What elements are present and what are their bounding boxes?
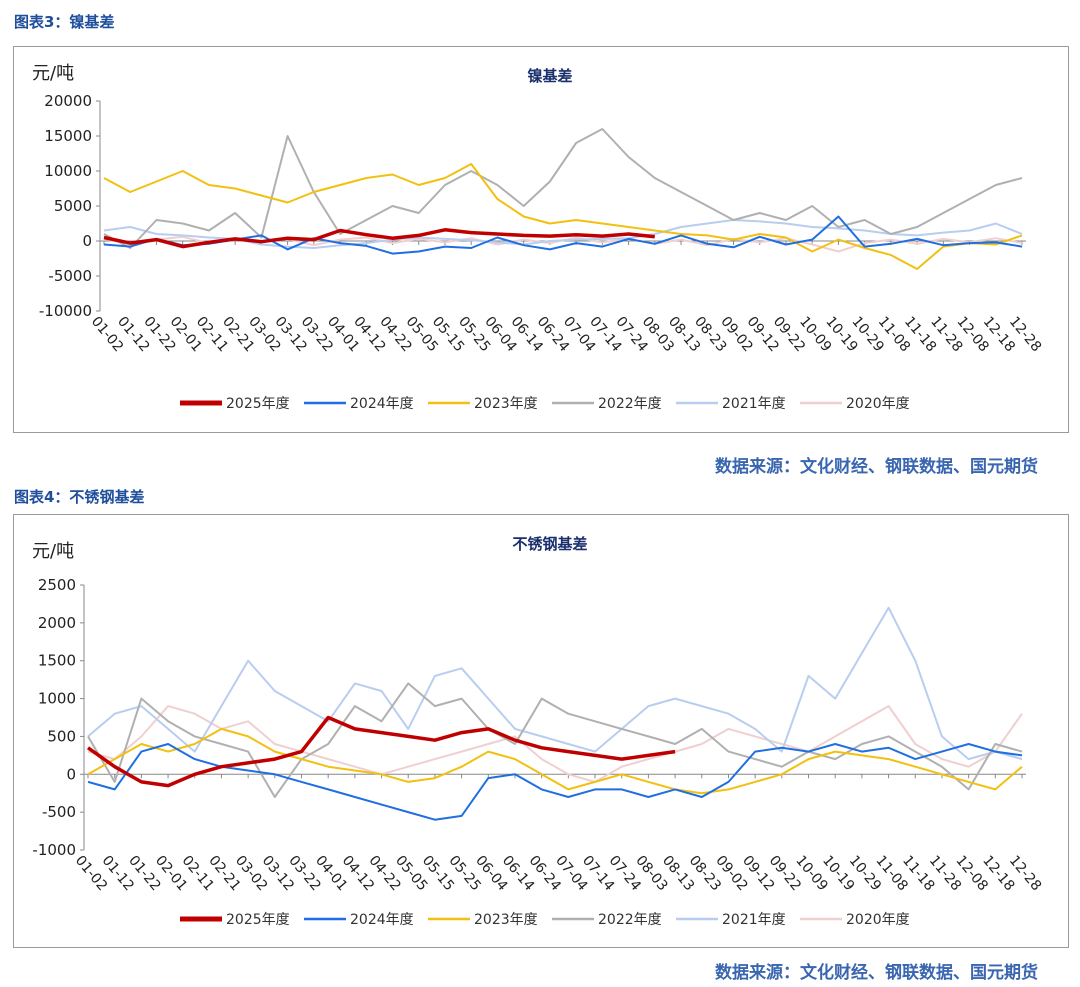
series-line-2024 [87,743,1023,821]
figure4-caption: 图表4：不锈钢基差 [14,488,145,506]
legend-label: 2021年度 [722,396,786,412]
y-tick-label: 0 [66,765,76,783]
y-tick-label: 10000 [44,162,92,180]
series-line-2025 [103,228,655,249]
y-tick-label: 0 [82,232,92,250]
legend-label: 2025年度 [226,396,290,412]
chart-title: 不锈钢基差 [512,535,588,553]
legend-label: 2025年度 [226,912,290,928]
nickel-basis-chart: 元/吨 镍基差 20000 15000 10000 5000 0 -5000 -10000 0… [13,46,1069,433]
legend-label: 2022年度 [598,396,662,412]
series-line-2023 [103,163,1023,270]
stainless-basis-chart: 元/吨 不锈钢基差 2500 2000 1500 1000 500 0 -500 -1000 0… [13,514,1069,948]
legend-label: 2024年度 [350,396,414,412]
figure4-source: 数据来源：文化财经、钢联数据、国元期货 [715,963,1038,983]
series-line-2020 [87,705,1023,783]
y-tick-label: 15000 [44,127,92,145]
stainless-basis-plot: 25002000150010005000-500-100001-0201-120… [32,576,1044,928]
legend-label: 2022年度 [598,912,662,928]
y-tick-label: 2000 [38,614,76,632]
series-line-2023 [87,727,1023,795]
y-tick-label: -5000 [48,267,92,285]
series-line-2021 [87,606,1023,761]
legend-label: 2024年度 [350,912,414,928]
legend-label: 2021年度 [722,912,786,928]
series-line-2021 [103,219,1023,249]
series-line-2024 [103,215,1023,255]
legend-label: 2023年度 [474,396,538,412]
legend-label: 2020年度 [846,396,910,412]
series-line-2022 [87,682,1023,798]
series-line-2025 [86,715,676,788]
figure3-caption: 图表3：镍基差 [14,13,115,31]
legend-label: 2020年度 [846,912,910,928]
y-tick-label: 1500 [38,652,76,670]
y-tick-label: -1000 [32,841,76,859]
series-line-2022 [103,128,1023,249]
y-tick-label: -10000 [39,302,92,320]
y-unit-label: 元/吨 [32,541,75,562]
y-tick-label: 500 [47,727,76,745]
nickel-basis-plot: 20000150001000050000-5000-1000001-0201-1… [39,92,1044,412]
chart-title: 镍基差 [527,67,573,85]
y-tick-label: 5000 [54,197,92,215]
y-tick-label: -500 [42,803,76,821]
figure3-source: 数据来源：文化财经、钢联数据、国元期货 [715,457,1038,477]
legend-label: 2023年度 [474,912,538,928]
y-tick-label: 1000 [38,690,76,708]
y-tick-label: 2500 [38,576,76,594]
y-tick-label: 20000 [44,92,92,110]
y-unit-label: 元/吨 [32,63,75,84]
